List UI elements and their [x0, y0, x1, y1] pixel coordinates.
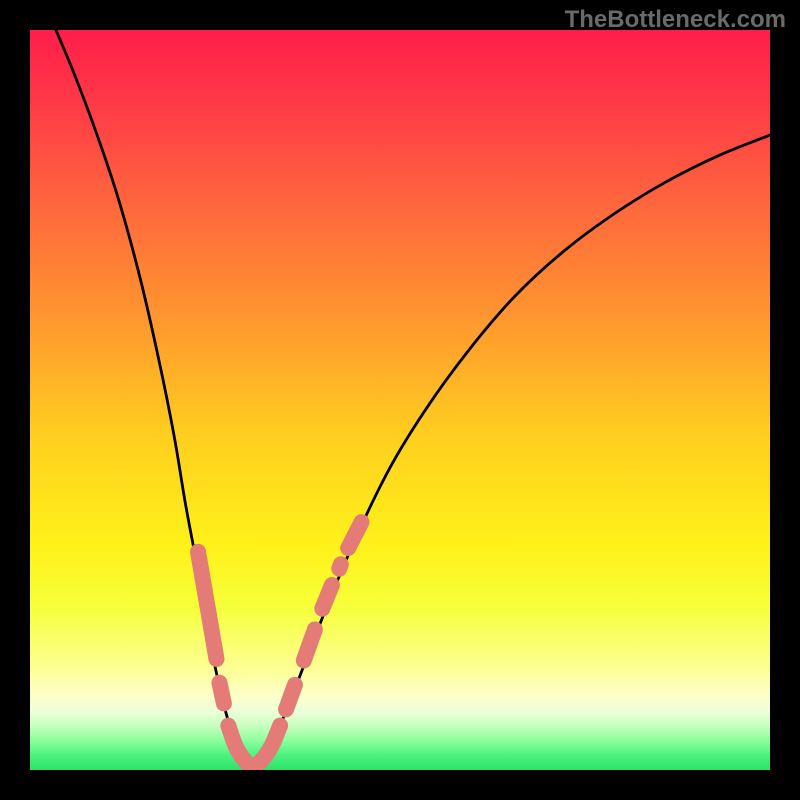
watermark-text: TheBottleneck.com — [565, 6, 786, 34]
chart-container: TheBottleneck.com — [0, 0, 800, 800]
plot-area — [30, 30, 770, 770]
chart-svg — [30, 30, 770, 770]
